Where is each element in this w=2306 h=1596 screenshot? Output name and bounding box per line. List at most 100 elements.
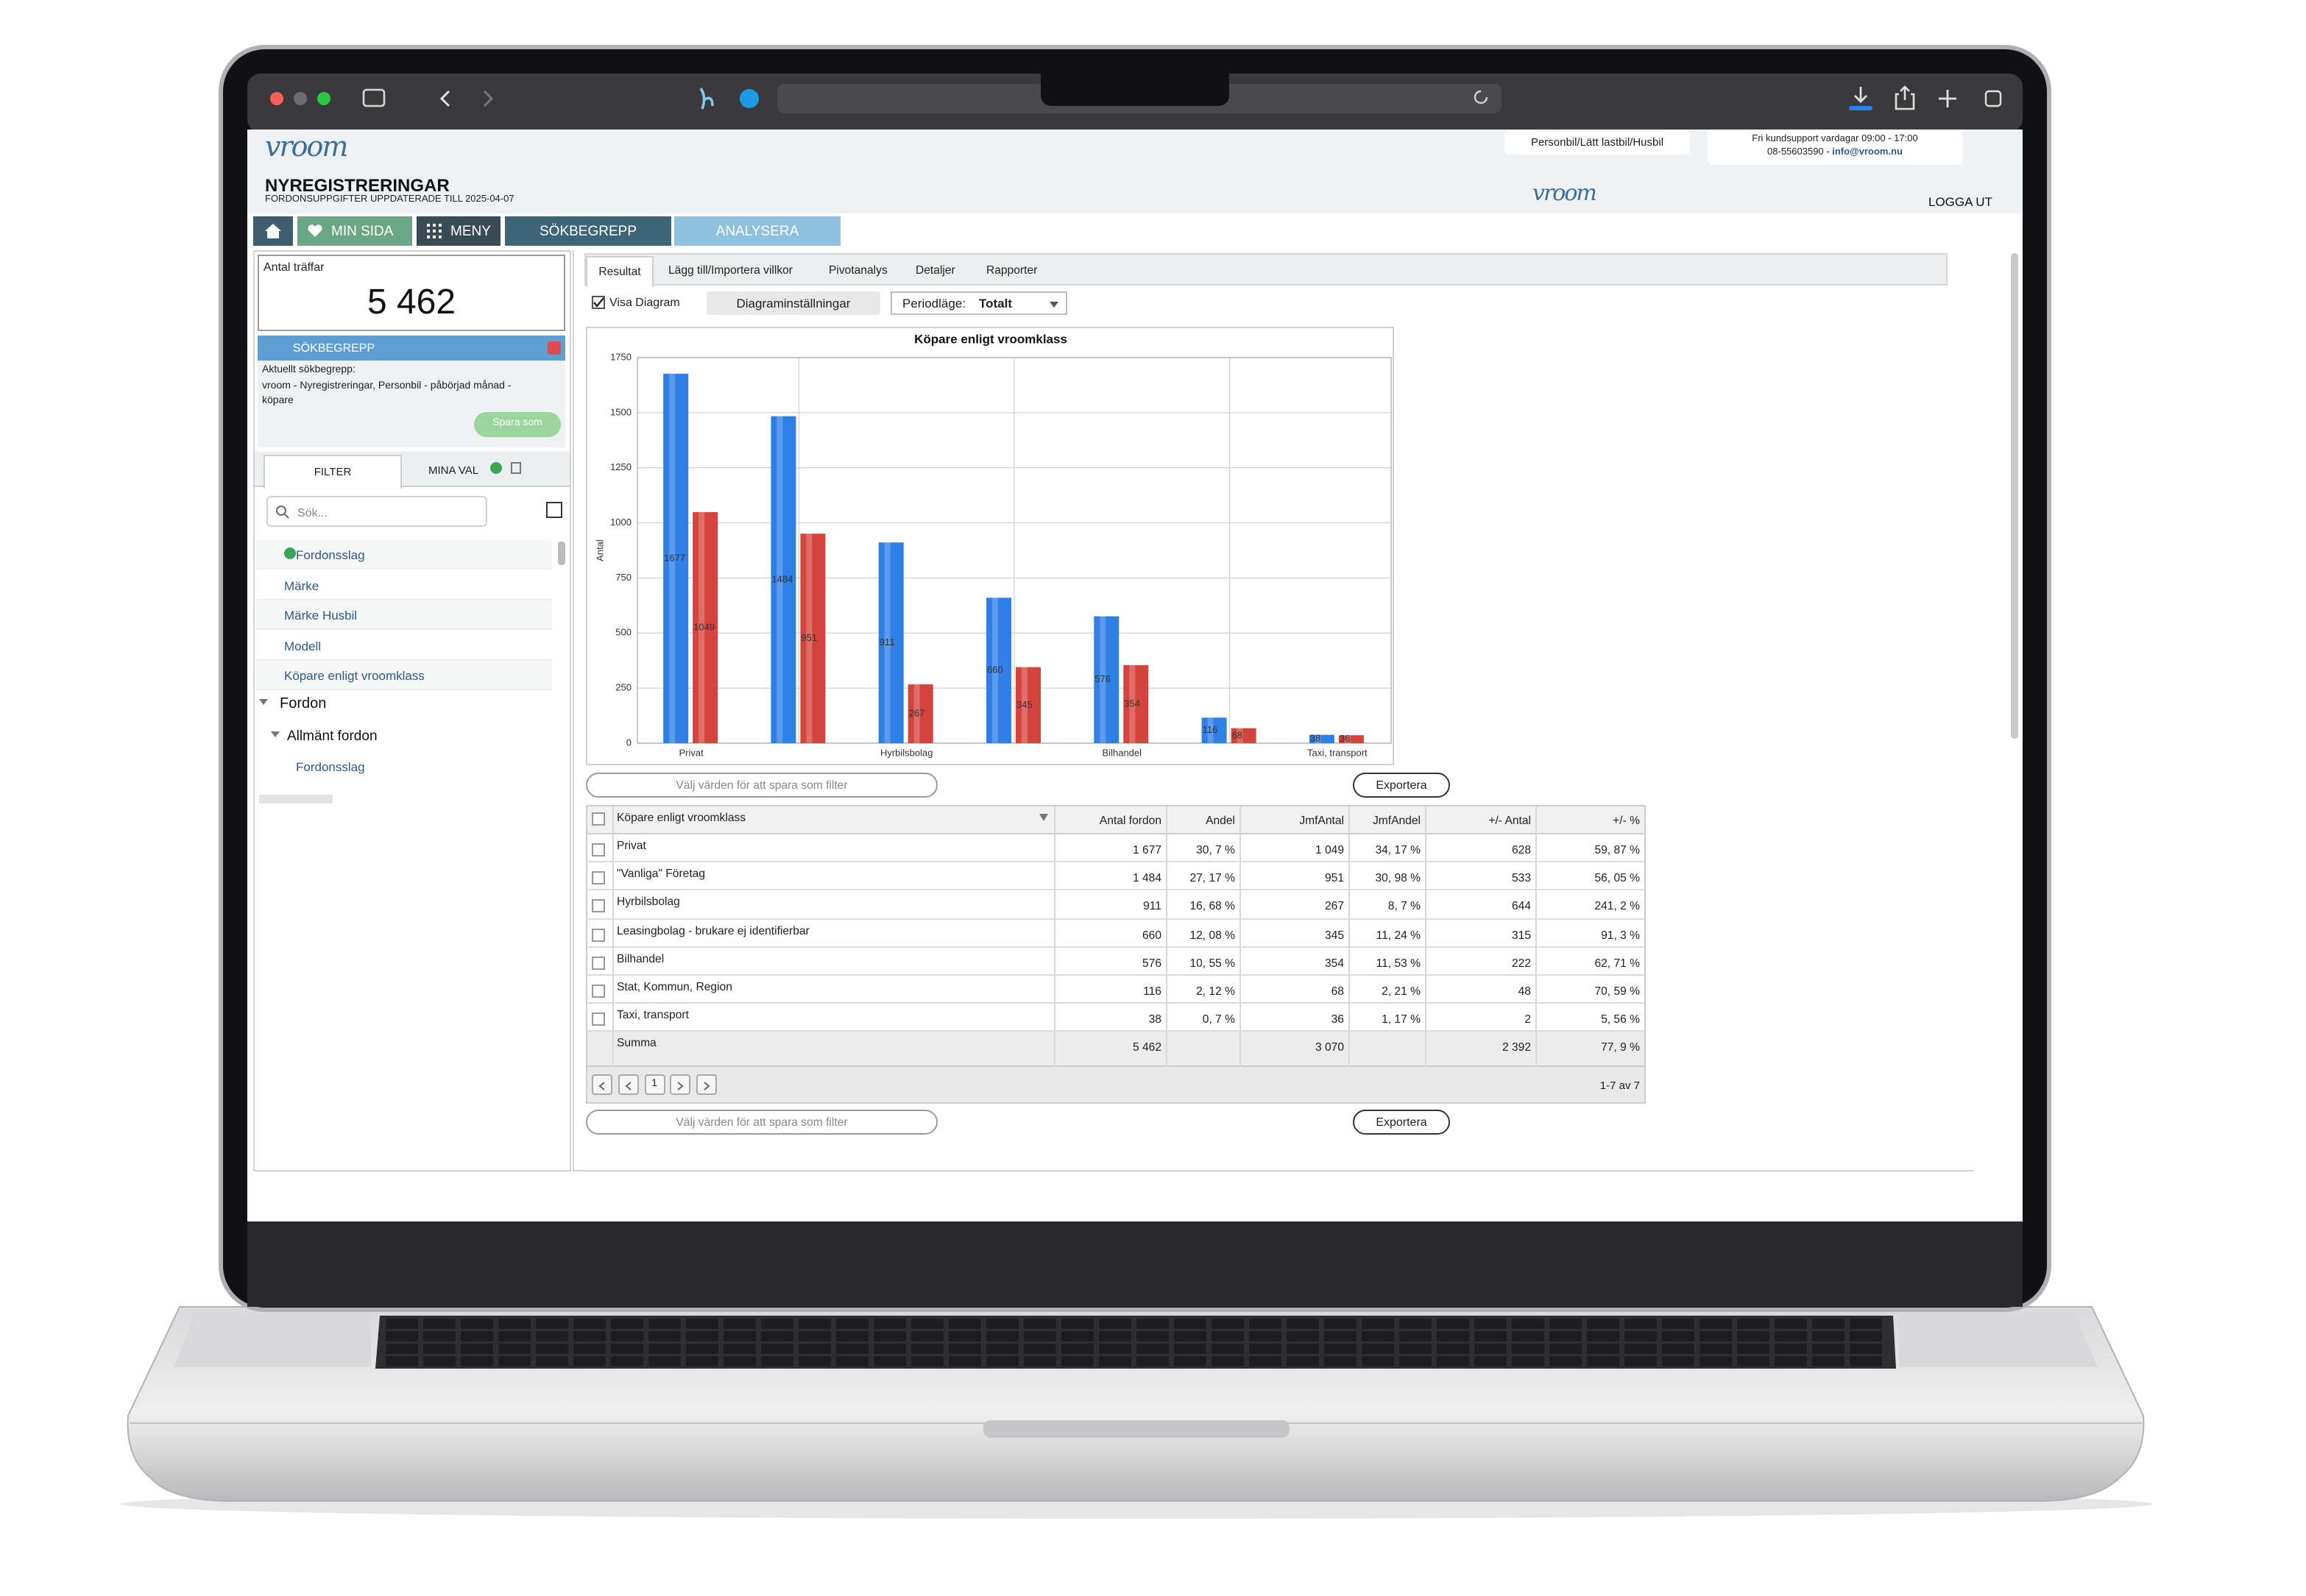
- filter-item[interactable]: Märke: [284, 578, 319, 592]
- tab-label[interactable]: Lägg till/Importera villkor: [668, 263, 793, 277]
- filter-name-input[interactable]: Välj värden för att spara som filter: [586, 773, 938, 798]
- nav-button[interactable]: MENY: [417, 216, 501, 246]
- row-checkbox[interactable]: [592, 956, 605, 970]
- search-placeholder: Sök...: [297, 506, 328, 519]
- tab-label[interactable]: Pivotanalys: [829, 263, 888, 277]
- key: [1512, 1331, 1544, 1341]
- extension-icon: [699, 88, 714, 110]
- support-hours: Fri kundsupport vardagar 09:00 - 17:00: [1752, 134, 1918, 144]
- tab-label[interactable]: Detaljer: [916, 263, 955, 277]
- period-select[interactable]: Periodläge: Totalt: [891, 291, 1067, 315]
- pager-next[interactable]: [670, 1074, 691, 1095]
- chart-settings-button[interactable]: Diagraminställningar: [707, 291, 880, 315]
- cell-border: [1425, 919, 1426, 948]
- pager-first[interactable]: [592, 1074, 612, 1095]
- data-label: 911: [880, 636, 895, 648]
- cell-border: [1239, 947, 1241, 976]
- filter-item[interactable]: Köpare enligt vroomklass: [284, 668, 425, 683]
- tab-active[interactable]: Resultat: [586, 256, 654, 287]
- tree-item[interactable]: Fordonsslag: [296, 759, 365, 774]
- cell-value: 11, 24 %: [1376, 928, 1421, 942]
- export-button[interactable]: Exportera: [1353, 1110, 1450, 1135]
- search-terms-header: SÖKBEGREPP: [258, 336, 565, 361]
- save-label: Spara som: [492, 418, 542, 428]
- nav-button[interactable]: SÖKBEGREPP: [505, 216, 671, 246]
- filter-item[interactable]: Märke Husbil: [284, 608, 358, 623]
- pager-last[interactable]: [696, 1074, 718, 1095]
- filter-row: [256, 600, 552, 630]
- table-row: [587, 976, 1644, 1004]
- cell-border: [1166, 976, 1167, 1004]
- pager-prev[interactable]: [618, 1074, 639, 1095]
- cell-value: 70, 59 %: [1594, 985, 1640, 998]
- camera-notch: [1041, 65, 1229, 106]
- key: [1136, 1356, 1169, 1366]
- chin: [247, 1216, 2023, 1307]
- pager-page[interactable]: 1: [644, 1074, 665, 1095]
- filter-tab[interactable]: FILTER: [264, 455, 402, 489]
- checkmark: [593, 297, 604, 308]
- key: [949, 1319, 981, 1329]
- nav-label: MIN SIDA: [331, 224, 394, 240]
- nav-button[interactable]: MIN SIDA: [297, 216, 412, 246]
- row-checkbox[interactable]: [592, 928, 605, 942]
- save-button[interactable]: Spara som: [474, 412, 561, 437]
- tree-subgroup[interactable]: Allmänt fordon: [287, 728, 378, 745]
- home-button[interactable]: [253, 216, 293, 246]
- cell-border: [1054, 1004, 1055, 1032]
- row-checkbox[interactable]: [592, 899, 605, 913]
- filter-item[interactable]: Fordonsslag: [296, 547, 365, 562]
- filter-name-input[interactable]: Välj värden för att spara som filter: [586, 1110, 938, 1135]
- table-row: [587, 891, 1644, 920]
- arrow-shape: [625, 1082, 632, 1090]
- header-checkbox[interactable]: [592, 812, 605, 826]
- row-checkbox[interactable]: [592, 1012, 605, 1026]
- nav-button[interactable]: ANALYSERA: [674, 216, 841, 246]
- filter-row: [256, 661, 552, 690]
- email-link[interactable]: info@vroom.nu: [1832, 147, 1903, 157]
- my-choices-tab[interactable]: MINA VAL: [428, 464, 479, 477]
- key: [1249, 1331, 1281, 1341]
- pager-arrow: [598, 1082, 605, 1090]
- data-label: 951: [801, 632, 817, 643]
- y-tick-label: 250: [615, 682, 632, 693]
- cell-border: [612, 834, 614, 863]
- search-input[interactable]: Sök...: [266, 496, 487, 527]
- cell-border: [1054, 890, 1055, 920]
- row-checkbox[interactable]: [592, 985, 605, 998]
- show-chart-checkbox[interactable]: [592, 296, 605, 309]
- key: [761, 1331, 793, 1341]
- row-label: Stat, Kommun, Region: [617, 980, 732, 993]
- cell-value: 315: [1511, 928, 1531, 942]
- tab-label[interactable]: Rapporter: [986, 263, 1038, 277]
- row-checkbox[interactable]: [592, 871, 605, 885]
- key: [1775, 1331, 1807, 1341]
- key: [1737, 1344, 1769, 1354]
- phone: 08-55603590 -: [1767, 147, 1833, 157]
- key: [1549, 1319, 1582, 1329]
- filter-item[interactable]: Modell: [284, 638, 322, 653]
- cell-border: [1535, 834, 1537, 863]
- key: [1212, 1344, 1244, 1354]
- cell-value: 27, 17 %: [1189, 871, 1235, 885]
- cell-border: [1425, 976, 1426, 1004]
- key: [1061, 1356, 1094, 1366]
- tree-group[interactable]: Fordon: [280, 696, 327, 712]
- cell-border: [1425, 862, 1426, 891]
- key: [423, 1331, 456, 1341]
- cell-value: 91, 3 %: [1601, 928, 1640, 942]
- export-button[interactable]: Exportera: [1353, 773, 1450, 798]
- close-search-terms[interactable]: [548, 341, 561, 355]
- key: [799, 1356, 831, 1366]
- logout-link[interactable]: LOGGA UT: [1928, 194, 1992, 209]
- vehicle-types[interactable]: Personbil/Lätt lastbil/Husbil: [1530, 135, 1664, 149]
- key: [1850, 1331, 1882, 1341]
- sidebar-icon: [362, 88, 386, 107]
- bar: [1201, 717, 1227, 743]
- row-checkbox[interactable]: [592, 843, 605, 856]
- expand-icon[interactable]: [546, 502, 562, 518]
- cell-border: [1166, 1032, 1167, 1067]
- list-scrollbar: [558, 542, 565, 565]
- cell-border: [1239, 1004, 1241, 1032]
- cell-value: 10, 55 %: [1189, 956, 1235, 970]
